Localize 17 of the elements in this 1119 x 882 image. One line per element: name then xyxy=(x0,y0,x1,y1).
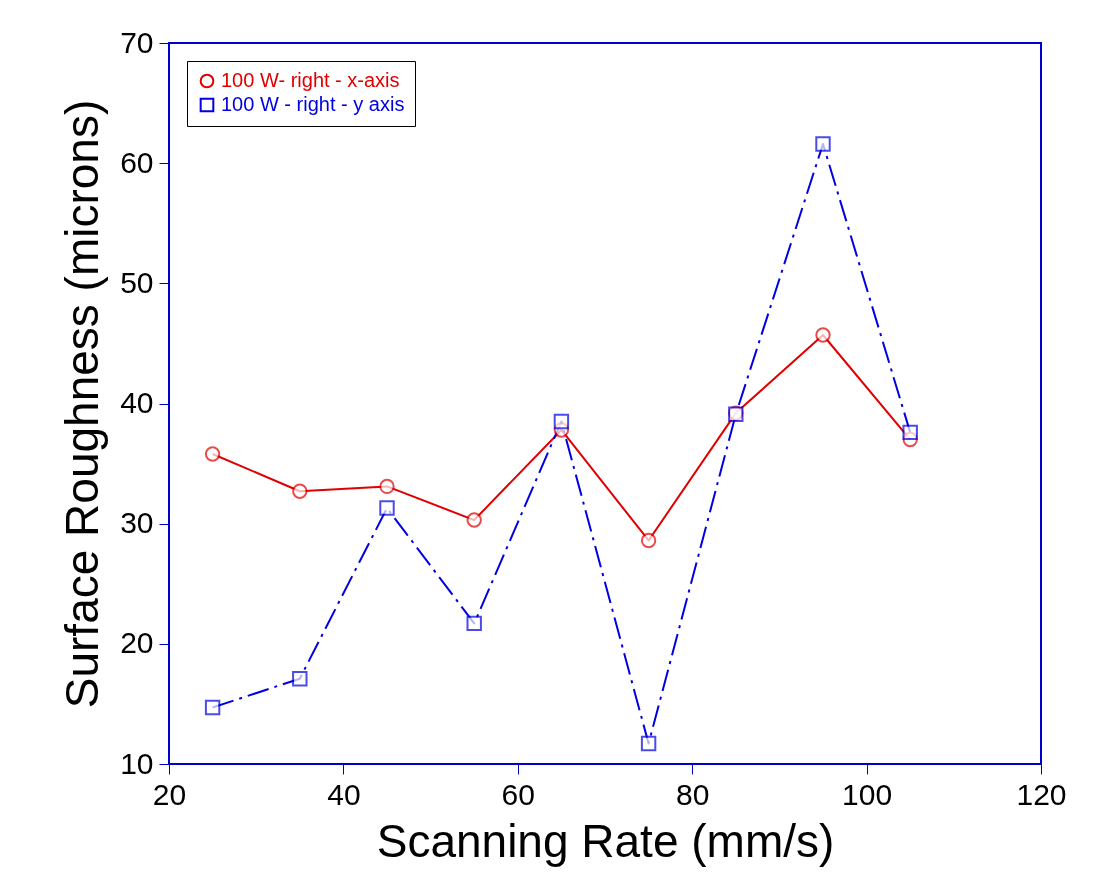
y-axis-title: Surface Roughness (microns) xyxy=(56,99,109,709)
legend-label: 100 W- right - x-axis xyxy=(221,69,400,91)
x-tick-label: 40 xyxy=(327,777,361,811)
y-tick-label: 50 xyxy=(120,265,154,299)
y-tick-label: 10 xyxy=(120,746,154,780)
y-tick-label: 70 xyxy=(120,25,154,59)
x-tick-label: 100 xyxy=(842,777,893,811)
x-tick-label: 60 xyxy=(501,777,535,811)
legend-label: 100 W - right - y axis xyxy=(221,93,405,115)
y-tick-label: 40 xyxy=(120,386,154,419)
x-tick-label: 120 xyxy=(1016,777,1067,811)
y-tick-label: 30 xyxy=(120,506,154,540)
x-axis-title: Scanning Rate (mm/s) xyxy=(376,814,835,867)
y-tick-label: 60 xyxy=(120,145,154,179)
y-tick-label: 20 xyxy=(120,626,154,660)
x-tick-label: 80 xyxy=(676,777,710,811)
x-tick-label: 20 xyxy=(152,777,187,811)
